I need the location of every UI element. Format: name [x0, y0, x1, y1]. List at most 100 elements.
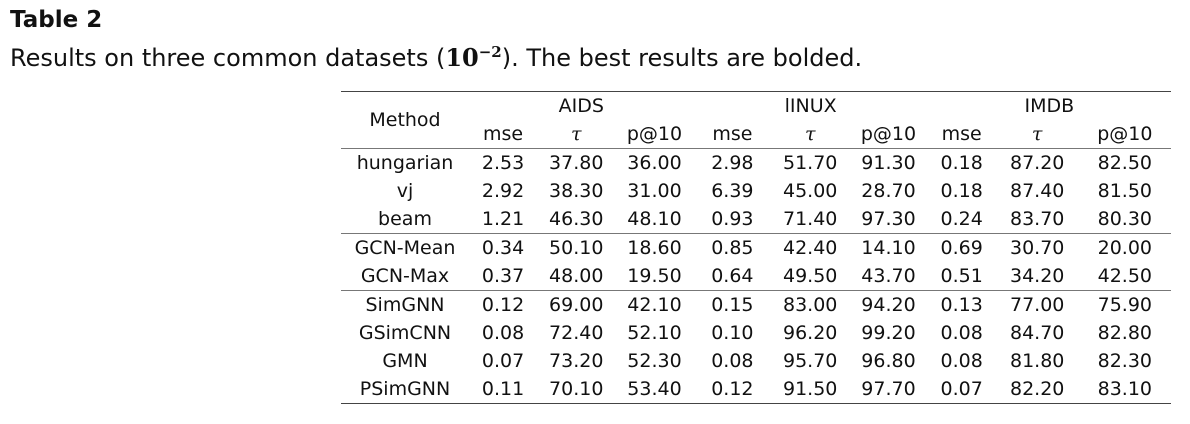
- method-cell: beam: [378, 208, 432, 230]
- table-row: GSimCNN 0.08 72.40 52.10 0.10 96.20 99.20 0.08 8…: [341, 319, 1171, 347]
- value-cell: 51.70: [771, 148, 850, 177]
- value-cell: 42.50: [1097, 265, 1153, 287]
- table-row: PSimGNN 0.11 70.10 53.40 0.12 91.50 97.70 0.07 8…: [341, 375, 1171, 404]
- value-cell: 83.10: [1078, 375, 1171, 404]
- method-header: Method: [341, 91, 469, 149]
- value-cell: 2.53: [469, 148, 538, 177]
- value-cell: 0.11: [469, 375, 538, 404]
- table-row: GCN-Mean 0.34 50.10 18.60 0.85 42.40 14.10 0.69…: [341, 233, 1171, 262]
- value-cell: 49.50: [783, 265, 838, 287]
- value-cell: 28.70: [861, 180, 916, 202]
- caption-text-after: ). The best results are bolded.: [501, 44, 863, 72]
- value-cell: 0.08: [940, 322, 983, 344]
- value-cell: 75.90: [1078, 290, 1171, 319]
- value-cell: 73.20: [549, 350, 604, 372]
- value-cell: 83.00: [771, 290, 850, 319]
- method-cell: SimGNN: [341, 290, 469, 319]
- value-cell: 0.64: [711, 265, 754, 287]
- value-cell: 82.50: [1078, 148, 1171, 177]
- value-cell: 82.20: [995, 375, 1079, 404]
- value-cell: 0.08: [711, 350, 754, 372]
- dataset-header-imdb: IMDB: [927, 91, 1171, 120]
- value-cell: 43.70: [861, 265, 916, 287]
- metric-header: τ: [804, 123, 816, 145]
- table-row: SimGNN 0.12 69.00 42.10 0.15 83.00 94.20 0.13 77…: [341, 290, 1171, 319]
- results-body: hungarian 2.53 37.80 36.00 2.98 51.70 91.30 0.1…: [341, 148, 1171, 404]
- value-cell: 84.70: [1009, 322, 1065, 344]
- value-cell: 0.07: [927, 375, 996, 404]
- dataset-header-linux: lINUX: [693, 91, 928, 120]
- metric-header: τ: [1031, 123, 1043, 145]
- value-cell: 81.50: [1097, 180, 1153, 202]
- method-cell: GCN-Mean: [341, 233, 469, 262]
- value-cell: 0.07: [481, 350, 525, 372]
- value-cell: 82.80: [1097, 322, 1153, 344]
- method-cell: hungarian: [341, 148, 469, 177]
- value-cell: 0.18: [940, 180, 983, 202]
- value-cell: 53.40: [615, 375, 694, 404]
- value-cell: 91.50: [771, 375, 850, 404]
- value-cell: 0.69: [927, 233, 996, 262]
- value-cell: 52.10: [627, 322, 682, 344]
- value-cell: 0.12: [469, 290, 538, 319]
- caption-math-exponent: −2: [478, 43, 502, 61]
- table-row: GMN 0.07 73.20 52.30 0.08 95.70 96.80 0.08 81.80…: [341, 347, 1171, 375]
- value-cell: 46.30: [549, 208, 604, 230]
- method-cell: GSimCNN: [358, 322, 452, 344]
- value-cell: 1.21: [481, 208, 525, 230]
- value-cell: 6.39: [711, 180, 754, 202]
- table-label: Table 2: [10, 7, 103, 33]
- value-cell: 0.08: [940, 350, 983, 372]
- value-cell: 48.00: [549, 265, 604, 287]
- metric-header: p@10: [860, 123, 917, 145]
- dataset-header-row: Method AIDS lINUX IMDB: [341, 91, 1171, 149]
- value-cell: 96.80: [861, 350, 916, 372]
- value-cell: 0.15: [693, 290, 772, 319]
- value-cell: 42.10: [615, 290, 694, 319]
- results-table: Method AIDS lINUX IMDB mse τ p@10 mse τ …: [341, 91, 1171, 404]
- value-cell: 2.92: [481, 180, 525, 202]
- value-cell: 83.70: [1009, 208, 1065, 230]
- value-cell: 0.12: [693, 375, 772, 404]
- value-cell: 0.51: [940, 265, 983, 287]
- value-cell: 94.20: [849, 290, 928, 319]
- caption-math: 10−2: [445, 43, 501, 72]
- value-cell: 2.98: [693, 148, 772, 177]
- value-cell: 91.30: [849, 148, 928, 177]
- value-cell: 0.08: [481, 322, 525, 344]
- value-cell: 0.24: [940, 208, 983, 230]
- value-cell: 99.20: [861, 322, 916, 344]
- metric-header: p@10: [626, 123, 683, 145]
- metric-header: p@10: [1097, 123, 1153, 145]
- value-cell: 0.13: [927, 290, 996, 319]
- table-caption: Results on three common datasets (10−2).…: [10, 42, 862, 74]
- value-cell: 45.00: [783, 180, 838, 202]
- table-row: vj 2.92 38.30 31.00 6.39 45.00 28.70 0.18 87.40 8…: [341, 177, 1171, 205]
- value-cell: 0.85: [693, 233, 772, 262]
- value-cell: 34.20: [1009, 265, 1065, 287]
- metric-header: mse: [483, 123, 524, 145]
- value-cell: 42.40: [771, 233, 850, 262]
- value-cell: 70.10: [537, 375, 616, 404]
- caption-math-base: 10: [445, 43, 479, 72]
- metric-header: mse: [712, 123, 753, 145]
- method-cell: vj: [396, 180, 414, 202]
- dataset-header-aids: AIDS: [469, 91, 694, 120]
- value-cell: 97.70: [849, 375, 928, 404]
- table-row: hungarian 2.53 37.80 36.00 2.98 51.70 91.30 0.1…: [341, 148, 1171, 177]
- value-cell: 48.10: [627, 208, 682, 230]
- value-cell: 96.20: [783, 322, 838, 344]
- value-cell: 52.30: [627, 350, 682, 372]
- value-cell: 82.30: [1097, 350, 1153, 372]
- value-cell: 37.80: [537, 148, 616, 177]
- metric-header: τ: [570, 123, 582, 145]
- value-cell: 97.30: [861, 208, 916, 230]
- table-row: GCN-Max 0.37 48.00 19.50 0.64 49.50 43.70 0.51 3…: [341, 262, 1171, 291]
- value-cell: 36.00: [615, 148, 694, 177]
- value-cell: 0.37: [481, 265, 525, 287]
- value-cell: 95.70: [783, 350, 838, 372]
- table-row: beam 1.21 46.30 48.10 0.93 71.40 97.30 0.24 83.7…: [341, 205, 1171, 234]
- method-cell: GMN: [382, 350, 428, 372]
- value-cell: 0.18: [927, 148, 996, 177]
- value-cell: 0.93: [711, 208, 754, 230]
